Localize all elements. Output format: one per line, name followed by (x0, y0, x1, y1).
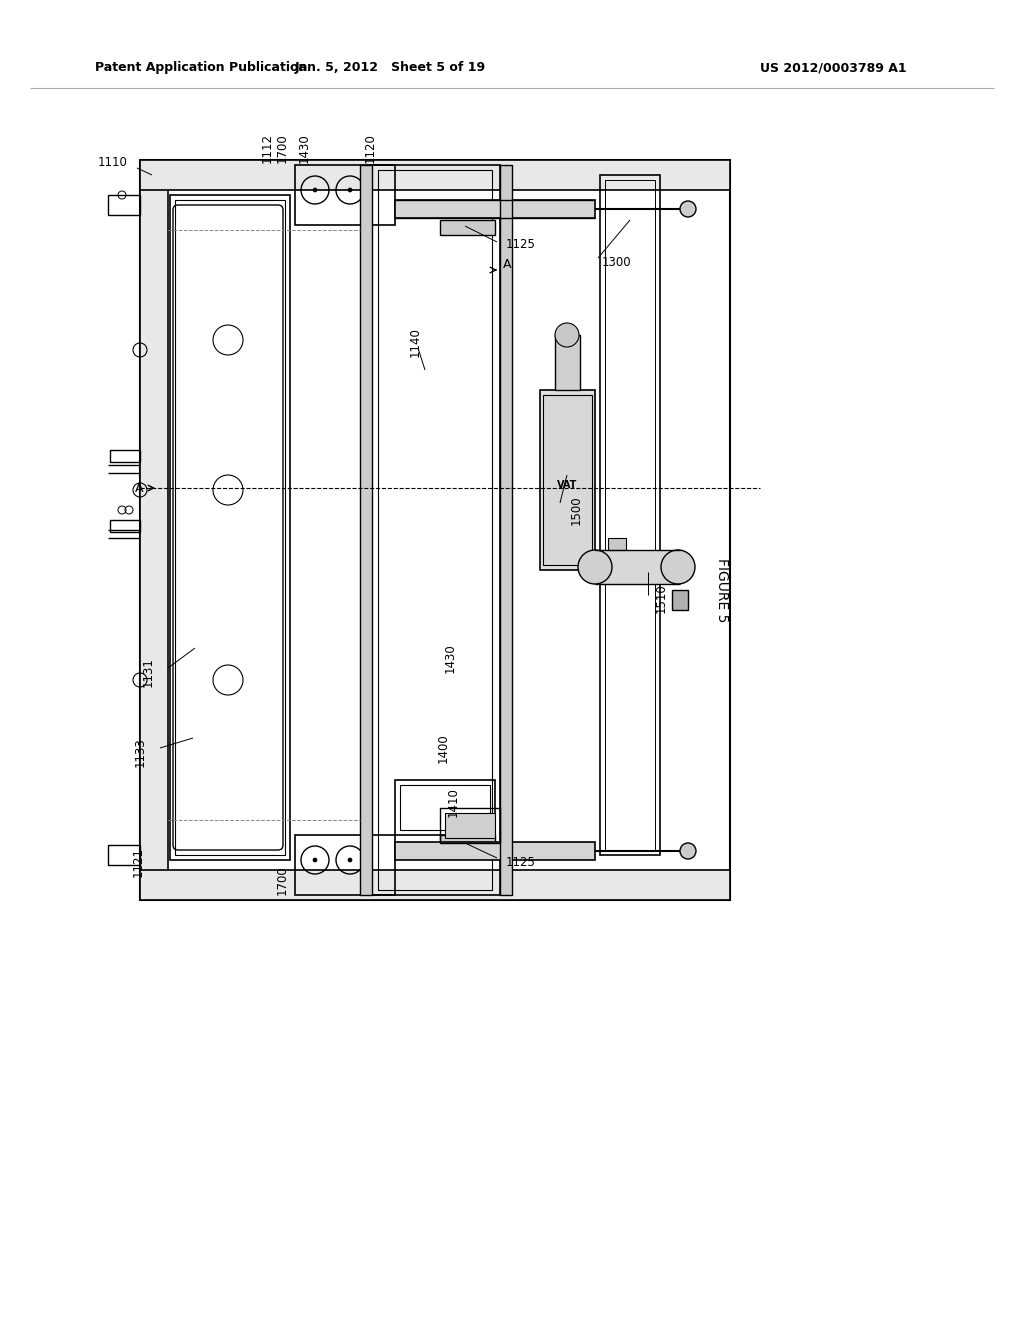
Text: FIGURE 5: FIGURE 5 (715, 558, 729, 622)
Text: 1500: 1500 (570, 495, 583, 525)
Text: 1110: 1110 (98, 157, 128, 169)
Text: 1430: 1430 (444, 643, 457, 673)
Bar (500, 165, 512, 895)
Bar (400, 785, 490, 830)
Bar (108, 195, 140, 215)
Bar (110, 450, 140, 462)
Text: US 2012/0003789 A1: US 2012/0003789 A1 (760, 62, 906, 74)
Bar (440, 808, 500, 843)
Bar (175, 201, 285, 855)
Bar (140, 160, 730, 190)
Bar (170, 195, 290, 861)
Bar (600, 176, 660, 855)
Bar (440, 220, 495, 235)
Text: 1133: 1133 (134, 737, 147, 767)
Bar (445, 813, 495, 838)
Text: 1700: 1700 (275, 865, 289, 895)
Bar (595, 550, 680, 583)
Bar (605, 180, 655, 850)
Bar (140, 160, 730, 900)
Bar (108, 845, 140, 865)
Text: Jan. 5, 2012   Sheet 5 of 19: Jan. 5, 2012 Sheet 5 of 19 (295, 62, 485, 74)
Bar (140, 160, 168, 900)
Text: 1400: 1400 (437, 733, 450, 763)
Circle shape (313, 858, 317, 862)
Bar (540, 389, 595, 570)
Bar (608, 539, 626, 550)
Bar (140, 870, 730, 900)
Bar (378, 170, 492, 890)
Bar (110, 520, 140, 532)
Text: 1121: 1121 (132, 847, 145, 876)
Text: 1430: 1430 (298, 133, 310, 162)
Bar (295, 836, 395, 895)
Text: A: A (134, 482, 143, 495)
Text: 1125: 1125 (506, 239, 536, 252)
Bar (360, 165, 372, 895)
Text: 1410: 1410 (447, 787, 460, 817)
Bar (555, 335, 580, 389)
Bar (395, 842, 595, 861)
Circle shape (348, 858, 352, 862)
Text: 1510: 1510 (655, 583, 668, 612)
Circle shape (313, 187, 317, 191)
Text: 1112: 1112 (260, 133, 273, 162)
Text: 1131: 1131 (142, 657, 155, 686)
Text: VAT: VAT (557, 480, 578, 490)
Text: 1300: 1300 (602, 256, 632, 268)
Text: 1700: 1700 (275, 133, 289, 162)
Bar (395, 780, 495, 836)
Circle shape (348, 187, 352, 191)
Bar (543, 395, 592, 565)
Bar (295, 165, 395, 224)
Circle shape (578, 550, 612, 583)
Text: 1125: 1125 (506, 855, 536, 869)
Circle shape (680, 843, 696, 859)
Text: 1120: 1120 (364, 133, 377, 162)
Circle shape (555, 323, 579, 347)
Bar (395, 201, 595, 218)
Circle shape (662, 550, 695, 583)
Text: A: A (503, 259, 512, 272)
Bar (440, 836, 495, 850)
Text: Patent Application Publication: Patent Application Publication (95, 62, 307, 74)
Text: 1140: 1140 (409, 327, 422, 356)
Bar (672, 590, 688, 610)
Bar (370, 165, 500, 895)
Circle shape (680, 201, 696, 216)
